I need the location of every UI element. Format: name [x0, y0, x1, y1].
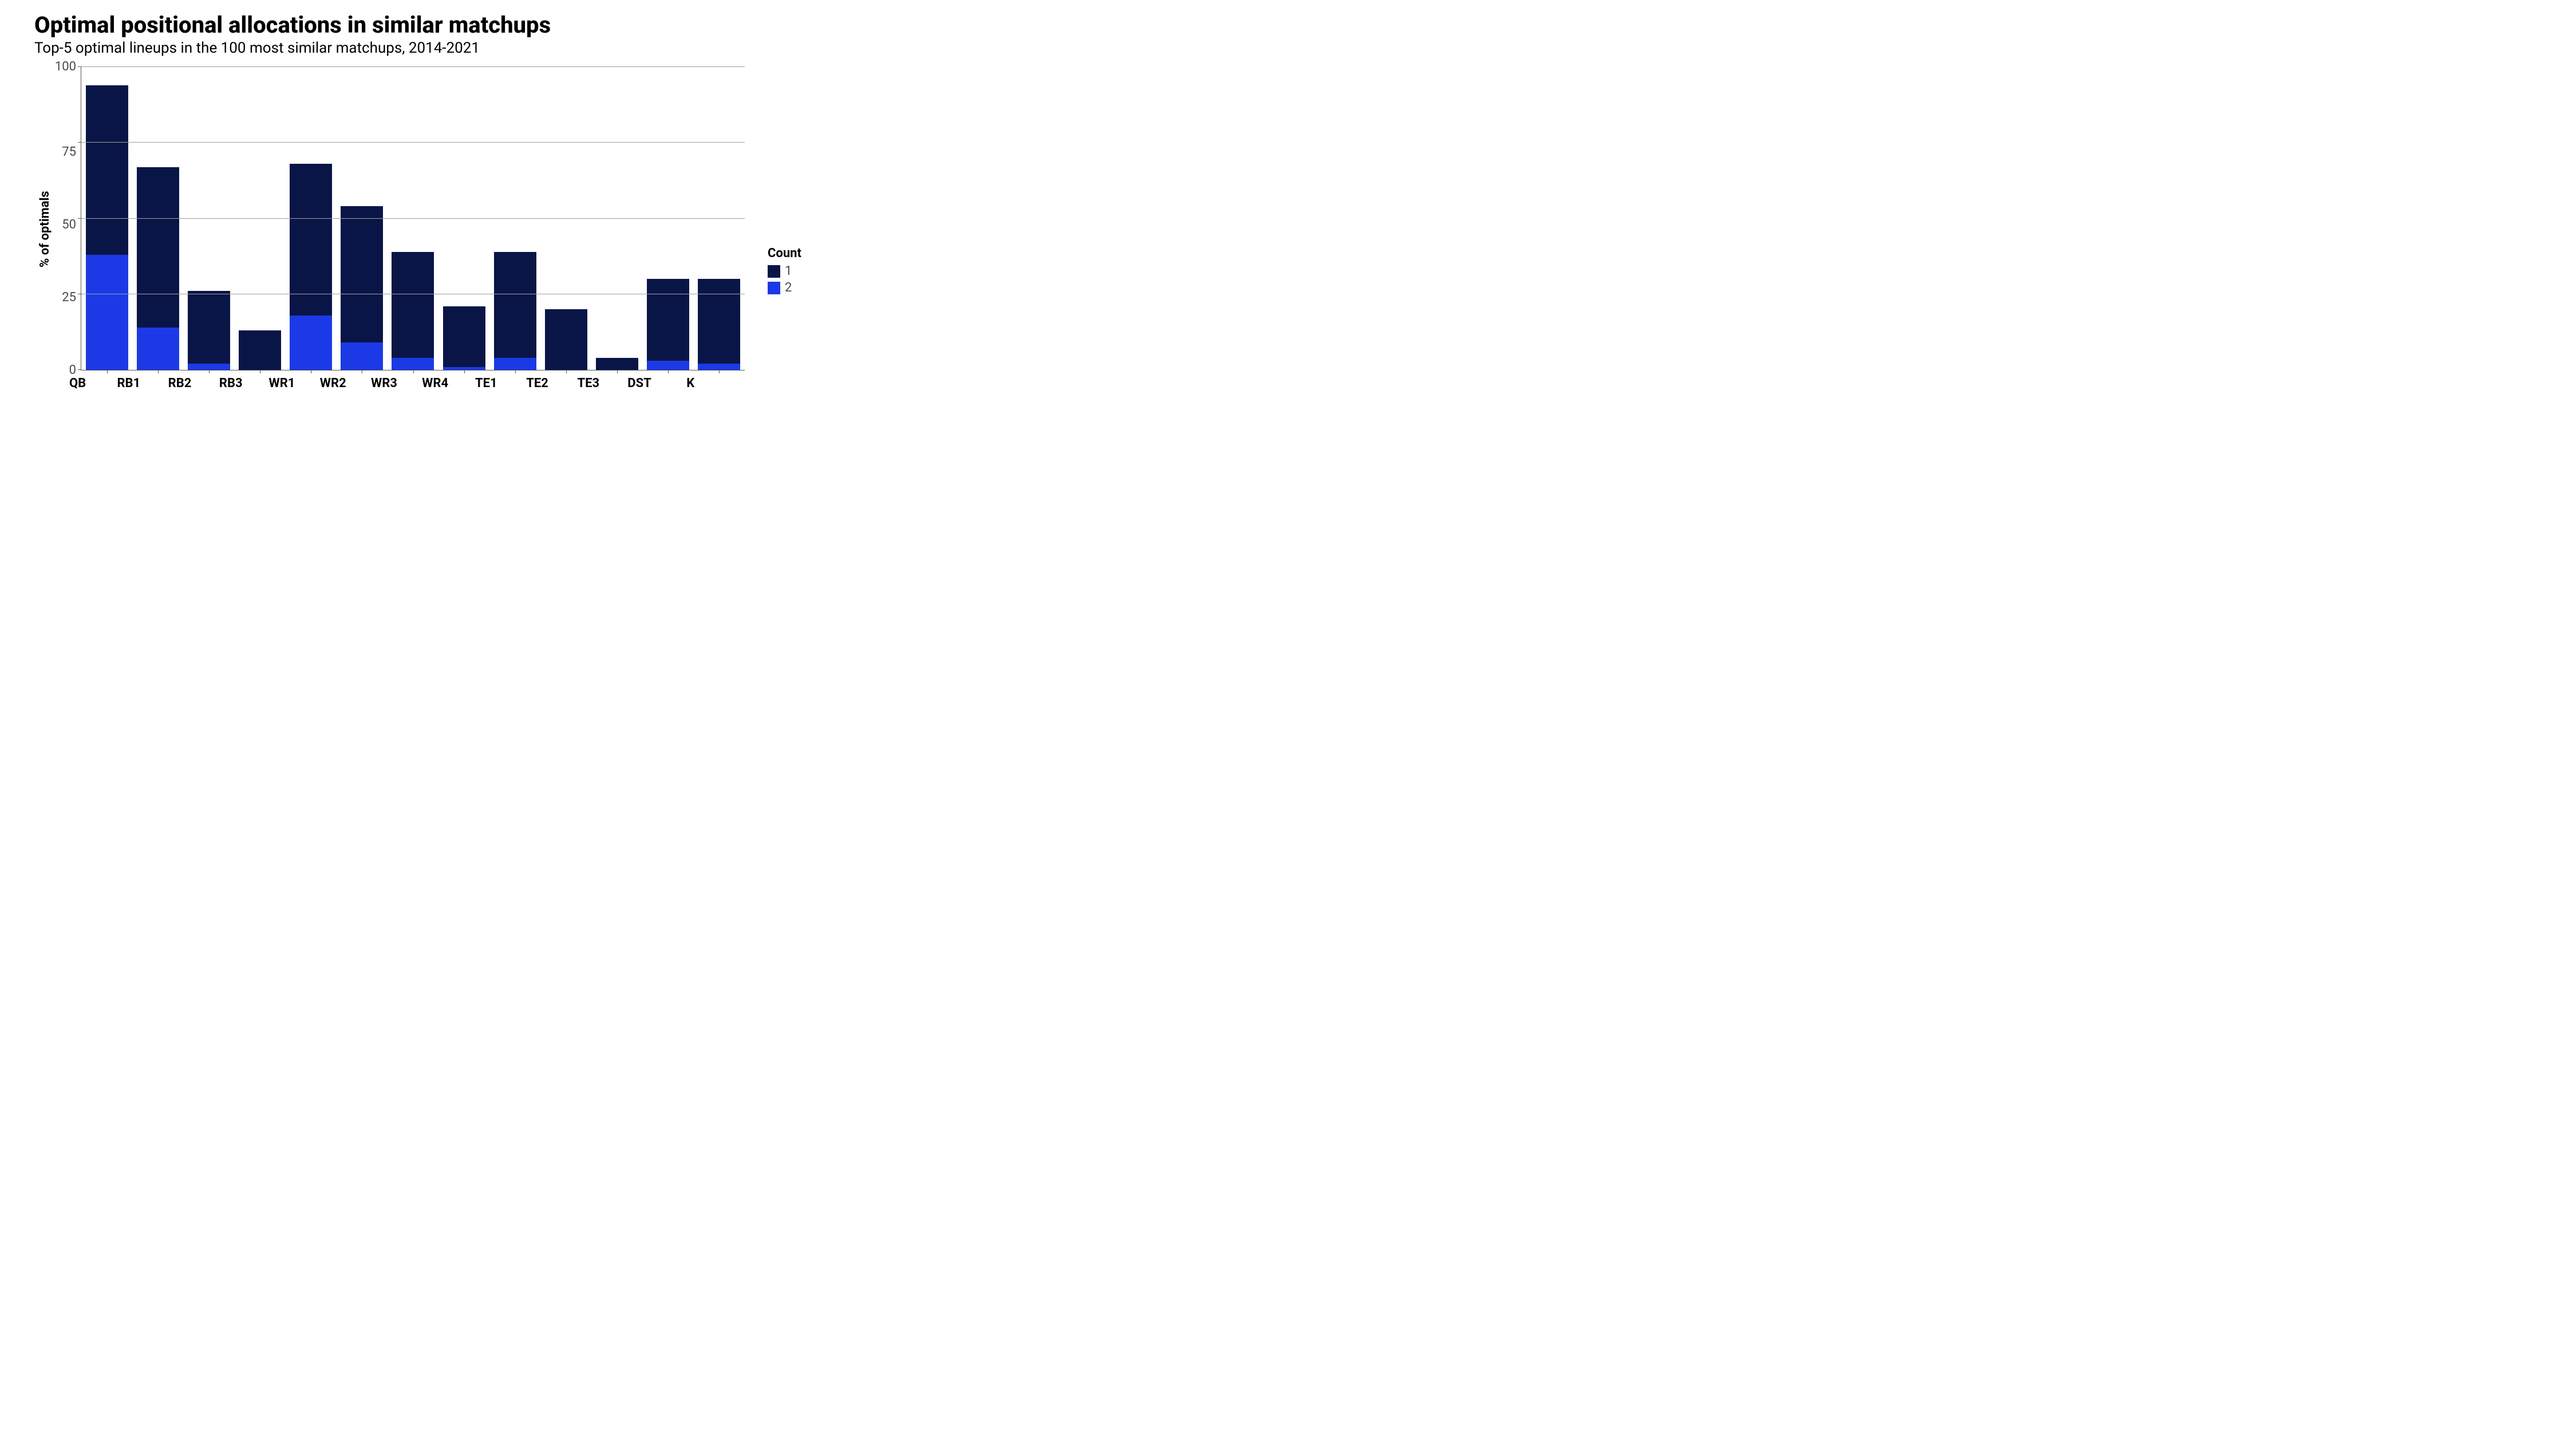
x-tick-mark: [464, 370, 465, 373]
bar-seg-1: [494, 252, 536, 358]
bar-RB2: [188, 67, 230, 370]
bars-layer: [81, 67, 745, 370]
legend-label: 2: [785, 281, 792, 295]
x-label: RB1: [108, 376, 150, 391]
bar-seg-1: [341, 206, 383, 342]
grid-line: [81, 142, 745, 143]
y-axis-title: % of optimals: [34, 77, 52, 381]
chart-subtitle: Top-5 optimal lineups in the 100 most si…: [34, 40, 836, 57]
bar-WR3: [392, 67, 434, 370]
y-tick: 25: [62, 291, 76, 304]
y-tick: 50: [62, 219, 76, 231]
x-label: QB: [57, 376, 99, 391]
bar-RB3: [239, 67, 281, 370]
bar-seg-1: [188, 291, 230, 364]
bar-WR4: [443, 67, 485, 370]
x-label: RB2: [159, 376, 201, 391]
x-label: WR2: [312, 376, 354, 391]
legend: Count 12: [768, 160, 801, 297]
legend-title: Count: [768, 246, 801, 261]
bar-seg-2: [86, 255, 128, 370]
x-tick-mark: [719, 370, 720, 373]
bar-DST: [647, 67, 689, 370]
x-label: K: [669, 376, 712, 391]
bar-seg-1: [698, 279, 740, 364]
plot-row: % of optimals 1007550250 QBRB1RB2RB3WR1W…: [34, 67, 836, 391]
plot-and-x: 1007550250 QBRB1RB2RB3WR1WR2WR3WR4TE1TE2…: [52, 67, 745, 391]
bar-TE2: [545, 67, 587, 370]
bar-TE1: [494, 67, 536, 370]
bar-seg-1: [392, 252, 434, 358]
bar-seg-2: [341, 342, 383, 370]
chart-container: Optimal positional allocations in simila…: [0, 0, 859, 481]
legend-swatch: [768, 265, 780, 278]
x-tick-mark: [107, 370, 108, 373]
bar-seg-2: [392, 358, 434, 370]
x-labels: QB RB1 RB2 RB3 WR1 WR2 WR3 WR4 TE1 TE2 TE3 DST K: [52, 376, 716, 391]
bar-seg-1: [137, 167, 179, 328]
y-ticks: 1007550250: [52, 67, 81, 370]
bar-seg-1: [647, 279, 689, 361]
legend-item: 2: [768, 281, 801, 295]
legend-swatch: [768, 282, 780, 294]
legend-item: 1: [768, 264, 801, 278]
x-label: RB3: [210, 376, 252, 391]
x-tick-mark: [668, 370, 669, 373]
bar-seg-1: [443, 306, 485, 367]
x-tick-mark: [413, 370, 414, 373]
bar-seg-1: [596, 358, 638, 370]
x-label: TE1: [465, 376, 507, 391]
x-tick-mark: [617, 370, 618, 373]
bar-seg-1: [239, 330, 281, 370]
y-tick: 0: [69, 364, 76, 377]
x-tick-mark: [158, 370, 159, 373]
x-tick-mark: [209, 370, 210, 373]
x-tick-mark: [515, 370, 516, 373]
grid-line: [81, 66, 745, 67]
bar-seg-1: [545, 309, 587, 370]
bar-QB: [86, 67, 128, 370]
bar-seg-1: [290, 164, 332, 316]
bar-seg-2: [494, 358, 536, 370]
legend-items: 12: [768, 264, 801, 295]
bar-seg-2: [290, 316, 332, 370]
chart-title: Optimal positional allocations in simila…: [34, 11, 836, 38]
x-label: TE3: [567, 376, 610, 391]
bar-RB1: [137, 67, 179, 370]
bar-TE3: [596, 67, 638, 370]
bar-WR1: [290, 67, 332, 370]
grid-line: [81, 218, 745, 219]
bar-seg-2: [137, 328, 179, 370]
bar-seg-2: [647, 361, 689, 370]
y-tick-mark: [78, 218, 81, 219]
y-tick: 100: [55, 61, 76, 73]
bar-seg-1: [86, 85, 128, 255]
y-tick-mark: [78, 66, 81, 67]
plot-with-yticks: 1007550250: [52, 67, 745, 370]
x-label: WR3: [363, 376, 405, 391]
x-label: TE2: [516, 376, 559, 391]
bar-WR2: [341, 67, 383, 370]
bar-seg-2: [188, 364, 230, 370]
bar-seg-2: [698, 364, 740, 370]
y-tick-mark: [78, 369, 81, 370]
x-label: DST: [618, 376, 661, 391]
x-label: WR1: [260, 376, 303, 391]
plot-area: [81, 67, 745, 370]
legend-label: 1: [785, 264, 792, 278]
x-label: WR4: [414, 376, 456, 391]
bar-K: [698, 67, 740, 370]
y-tick-mark: [78, 142, 81, 143]
x-tick-mark: [566, 370, 567, 373]
y-tick: 75: [62, 146, 76, 159]
